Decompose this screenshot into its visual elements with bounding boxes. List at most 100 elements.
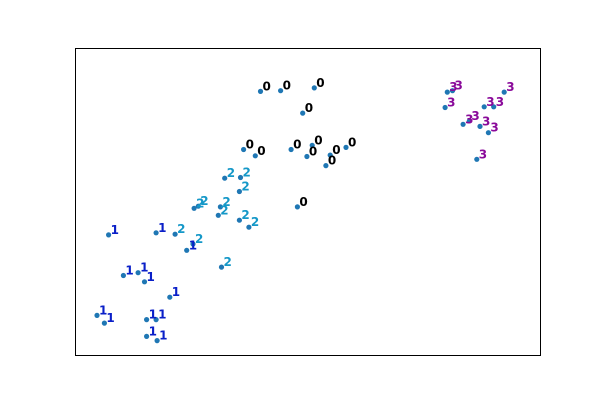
scatter-point-44 — [101, 320, 107, 326]
scatter-point-37 — [153, 230, 159, 236]
point-label-40: 1 — [140, 261, 148, 275]
scatter-point-5 — [252, 153, 258, 159]
scatter-point-33 — [172, 231, 178, 237]
scatter-point-17 — [481, 104, 487, 110]
point-label-4: 0 — [246, 138, 254, 152]
point-label-41: 1 — [147, 270, 155, 284]
scatter-point-15 — [501, 89, 507, 95]
point-label-16: 3 — [447, 96, 455, 110]
scatter-point-14 — [449, 88, 456, 94]
points-layer — [94, 85, 507, 344]
scatter-point-47 — [144, 333, 150, 339]
point-label-22: 3 — [471, 109, 479, 123]
point-label-34: 2 — [195, 232, 203, 246]
scatter-point-20 — [477, 123, 483, 129]
point-label-42: 1 — [172, 285, 180, 299]
scatter-point-1 — [278, 88, 284, 94]
scatter-point-35 — [218, 264, 225, 270]
scatter-point-16 — [442, 104, 448, 111]
scatter-point-12 — [294, 204, 300, 210]
point-label-13: 3 — [449, 80, 457, 94]
point-label-33: 2 — [177, 222, 185, 236]
scatter-point-42 — [167, 294, 173, 300]
point-label-6: 0 — [293, 138, 301, 152]
point-label-37: 1 — [158, 221, 166, 235]
scatter-point-7 — [309, 142, 315, 148]
point-label-12: 0 — [299, 195, 307, 209]
scatter-point-48 — [154, 338, 160, 344]
scatter-point-4 — [241, 146, 247, 153]
scatter-point-45 — [144, 317, 150, 323]
point-label-35: 2 — [224, 255, 232, 269]
plot-area-frame — [75, 48, 541, 356]
scatter-point-9 — [327, 152, 333, 158]
scatter-point-22 — [466, 118, 472, 124]
scatter-point-31 — [236, 217, 242, 223]
point-label-27: 2 — [196, 196, 204, 210]
point-label-38: 1 — [111, 223, 119, 237]
scatter-point-21 — [485, 130, 491, 136]
point-label-23: 3 — [479, 147, 487, 161]
scatter-point-25 — [237, 174, 244, 181]
point-label-21: 3 — [490, 121, 498, 135]
point-label-5: 0 — [257, 144, 265, 158]
scatter-point-46 — [153, 317, 159, 323]
scatter-point-3 — [300, 110, 306, 116]
point-label-43: 1 — [99, 303, 107, 317]
scatter-point-36 — [184, 247, 190, 253]
point-label-46: 1 — [158, 308, 166, 322]
point-label-9: 0 — [332, 143, 340, 157]
scatter-point-13 — [444, 89, 450, 95]
point-label-19: 3 — [465, 112, 473, 126]
point-label-15: 3 — [506, 80, 514, 94]
point-label-11: 0 — [328, 154, 336, 168]
point-label-18: 3 — [496, 95, 504, 109]
point-label-26: 2 — [241, 180, 249, 194]
point-label-28: 2 — [200, 194, 208, 208]
scatter-point-32 — [246, 224, 252, 230]
point-label-36: 1 — [189, 238, 197, 252]
point-label-1: 0 — [283, 79, 291, 93]
scatter-point-10 — [304, 153, 310, 160]
point-label-20: 3 — [482, 114, 490, 128]
scatter-point-0 — [257, 88, 264, 94]
scatter-point-38 — [106, 232, 112, 238]
scatter-point-26 — [236, 188, 242, 195]
scatter-point-24 — [222, 175, 228, 181]
point-label-44: 1 — [106, 311, 114, 325]
point-label-14: 3 — [455, 79, 463, 93]
scatter-point-18 — [491, 104, 497, 110]
point-label-0: 0 — [263, 79, 271, 93]
point-label-17: 3 — [486, 95, 494, 109]
point-label-32: 2 — [251, 215, 259, 229]
scatter-point-40 — [135, 270, 141, 276]
point-label-47: 1 — [149, 324, 157, 338]
point-label-39: 1 — [125, 264, 133, 278]
point-label-29: 2 — [222, 195, 230, 209]
scatter-point-43 — [94, 312, 100, 318]
scatter-point-19 — [460, 121, 466, 127]
point-label-8: 0 — [348, 135, 356, 149]
point-label-10: 0 — [309, 145, 317, 159]
scatter-point-6 — [288, 146, 294, 153]
scatter-point-30 — [215, 212, 221, 218]
point-label-3: 0 — [305, 101, 313, 115]
scatter-point-8 — [343, 144, 349, 150]
scatter-point-2 — [311, 85, 317, 91]
scatter-point-23 — [474, 156, 480, 162]
point-label-30: 2 — [220, 203, 228, 217]
point-label-45: 1 — [149, 308, 157, 322]
point-label-24: 2 — [227, 166, 235, 180]
scatter-point-29 — [217, 204, 223, 210]
scatter-point-28 — [195, 203, 201, 209]
scatter-point-27 — [191, 205, 197, 211]
point-label-7: 0 — [314, 133, 322, 147]
point-label-31: 2 — [241, 208, 249, 222]
scatter-point-11 — [323, 163, 329, 169]
point-label-25: 2 — [243, 166, 251, 180]
scatter-point-34 — [190, 241, 196, 247]
point-label-2: 0 — [316, 76, 324, 90]
scatter-point-39 — [120, 272, 126, 279]
